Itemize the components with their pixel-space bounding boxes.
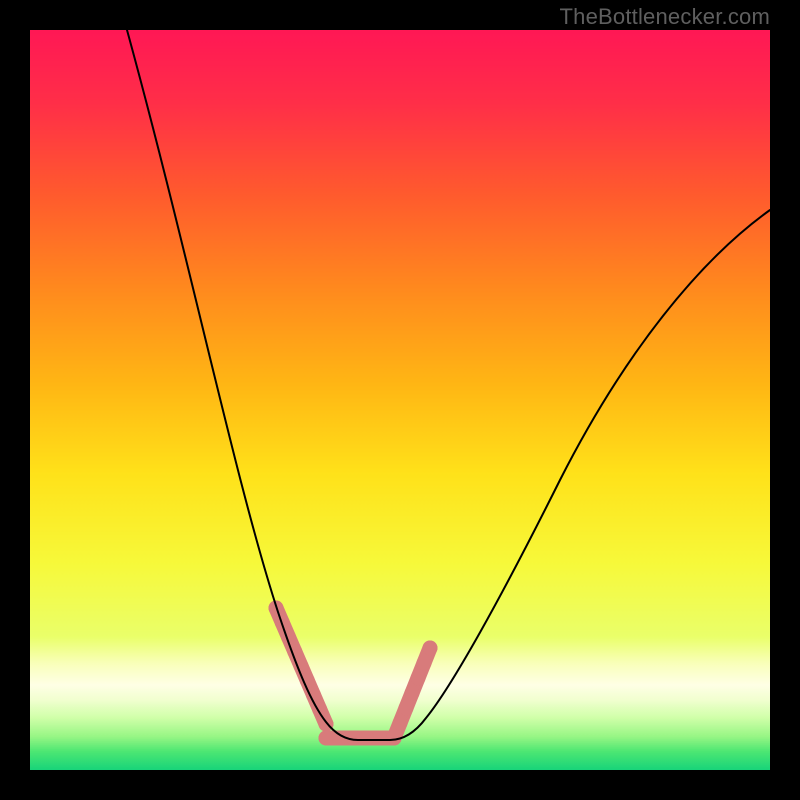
curve-layer [0, 0, 800, 800]
chart-stage: TheBottlenecker.com [0, 0, 800, 800]
highlight-trough [269, 601, 438, 746]
valley-curve [127, 30, 770, 740]
watermark-text: TheBottlenecker.com [560, 4, 770, 30]
